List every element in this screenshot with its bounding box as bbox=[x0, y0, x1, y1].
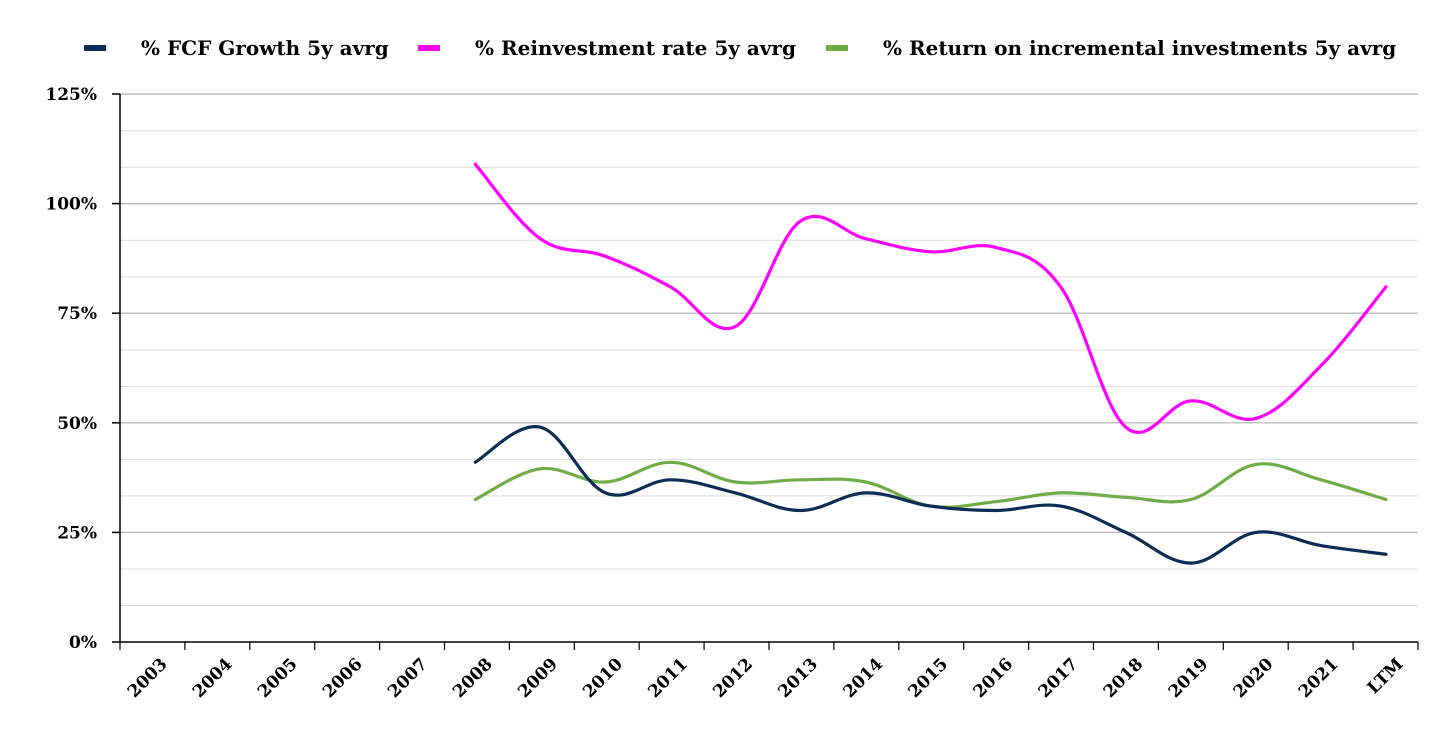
x-tick-label: 2009 bbox=[514, 654, 562, 702]
x-tick-label: 2003 bbox=[124, 654, 172, 702]
x-tick-label: 2008 bbox=[449, 654, 497, 702]
legend: % FCF Growth 5y avrg % Reinvestment rate … bbox=[84, 36, 1396, 60]
series-lines bbox=[473, 162, 1388, 565]
y-tick-label: 125% bbox=[45, 85, 97, 105]
x-tick-label: 2006 bbox=[319, 654, 367, 702]
gridlines bbox=[120, 93, 1418, 606]
y-tick-label: 0% bbox=[69, 633, 97, 653]
x-tick-label: 2007 bbox=[384, 654, 432, 702]
x-tick-label: 2018 bbox=[1100, 654, 1148, 702]
x-tick-label: 2016 bbox=[970, 654, 1018, 702]
y-tick-label: 75% bbox=[57, 304, 97, 324]
legend-label: % Return on incremental investments 5y a… bbox=[883, 36, 1396, 60]
x-tick-label: 2013 bbox=[774, 654, 822, 702]
series-line-reinvestment-rate-5y-avrg bbox=[473, 162, 1388, 435]
legend-label: % FCF Growth 5y avrg bbox=[141, 36, 389, 60]
y-tick-label: 100% bbox=[45, 195, 97, 215]
x-tick-label: 2019 bbox=[1165, 654, 1213, 702]
x-tick-label: 2010 bbox=[579, 654, 627, 702]
series-line-return-on-incremental-investments-5y-avrg bbox=[473, 460, 1388, 509]
y-axis-ticks: 0% 25% 50% 75% 100% 125% bbox=[45, 85, 120, 653]
y-tick-label: 25% bbox=[57, 523, 97, 543]
x-tick-label: 2004 bbox=[189, 654, 237, 702]
x-tick-label: 2020 bbox=[1230, 654, 1278, 702]
axes bbox=[119, 94, 1418, 643]
x-tick-label: LTM bbox=[1364, 654, 1408, 698]
legend-label: % Reinvestment rate 5y avrg bbox=[475, 36, 796, 60]
x-tick-label: 2014 bbox=[840, 654, 888, 702]
x-tick-label: 2017 bbox=[1035, 654, 1083, 702]
x-tick-label: 2015 bbox=[905, 654, 953, 702]
x-tick-label: 2021 bbox=[1295, 654, 1343, 702]
x-tick-label: 2012 bbox=[709, 654, 757, 702]
y-tick-label: 50% bbox=[57, 414, 97, 434]
x-tick-label: 2005 bbox=[254, 654, 302, 702]
x-axis-ticks: 2003 2004 2005 2006 2007 2008 2009 2010 2011 2012… bbox=[119, 642, 1419, 702]
series-line-fcf-growth-5y-avrg bbox=[473, 425, 1388, 565]
x-tick-label: 2011 bbox=[644, 654, 692, 702]
